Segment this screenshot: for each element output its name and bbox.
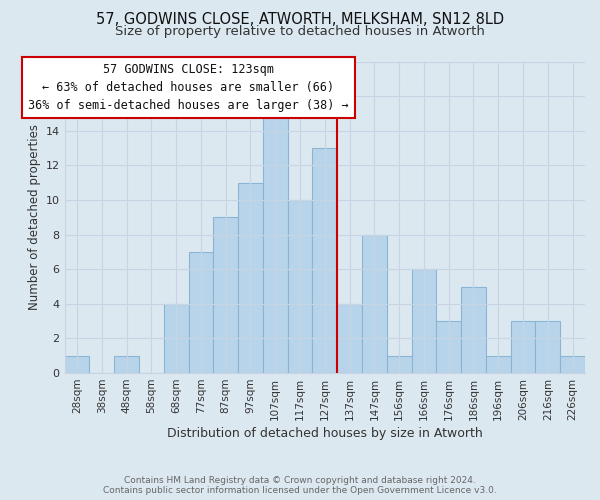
Bar [412,269,436,373]
Text: Contains HM Land Registry data © Crown copyright and database right 2024.
Contai: Contains HM Land Registry data © Crown c… [103,476,497,495]
Bar [114,356,139,373]
X-axis label: Distribution of detached houses by size in Atworth: Distribution of detached houses by size … [167,427,482,440]
Text: 57 GODWINS CLOSE: 123sqm
← 63% of detached houses are smaller (66)
36% of semi-d: 57 GODWINS CLOSE: 123sqm ← 63% of detach… [28,63,349,112]
Bar [387,356,412,373]
Bar [188,252,213,373]
Bar [486,356,511,373]
Bar [511,321,535,373]
Bar [362,234,387,373]
Bar [287,200,313,373]
Bar [535,321,560,373]
Text: Size of property relative to detached houses in Atworth: Size of property relative to detached ho… [115,25,485,38]
Y-axis label: Number of detached properties: Number of detached properties [28,124,41,310]
Bar [65,356,89,373]
Text: 57, GODWINS CLOSE, ATWORTH, MELKSHAM, SN12 8LD: 57, GODWINS CLOSE, ATWORTH, MELKSHAM, SN… [96,12,504,28]
Bar [337,304,362,373]
Bar [560,356,585,373]
Bar [238,182,263,373]
Bar [164,304,188,373]
Bar [263,114,287,373]
Bar [213,218,238,373]
Bar [461,286,486,373]
Bar [436,321,461,373]
Bar [313,148,337,373]
